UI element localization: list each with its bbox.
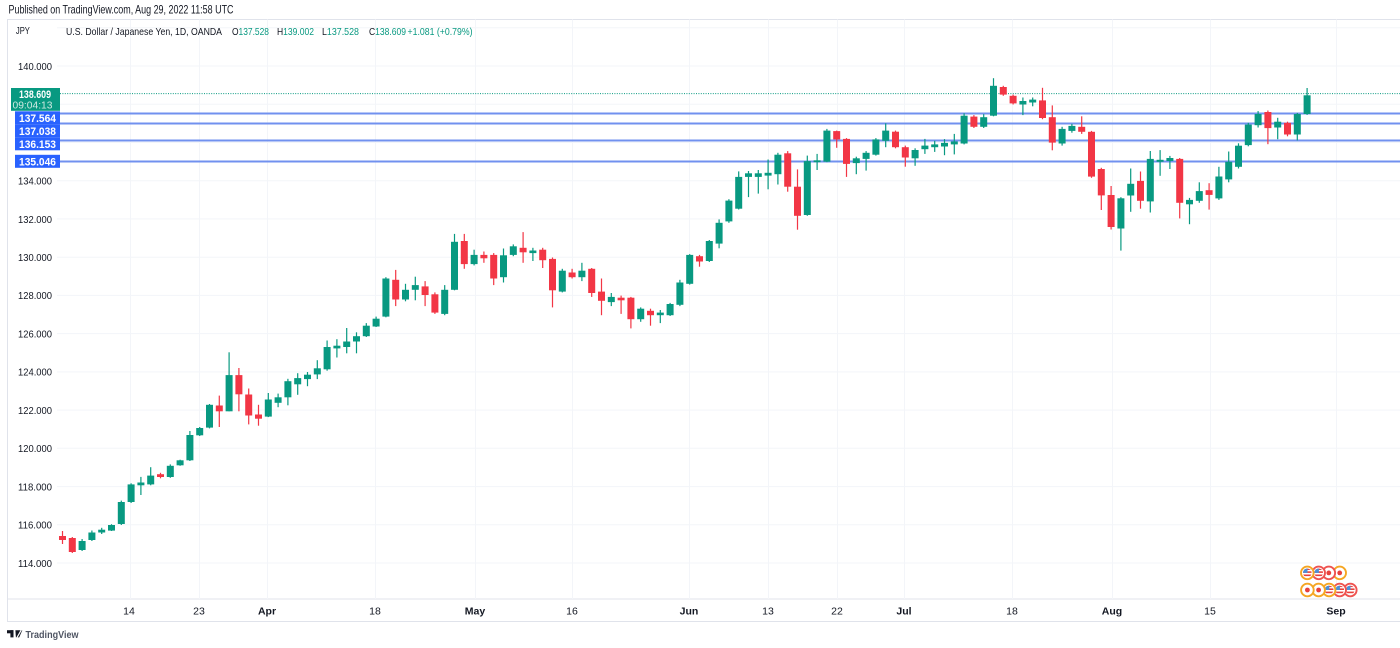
svg-text:136.153: 136.153 [19,139,56,151]
svg-text:Published on TradingView.com,: Published on TradingView.com, Aug 29, 20… [9,3,234,17]
svg-text:Aug: Aug [1102,606,1122,618]
svg-text:135.046: 135.046 [19,156,56,168]
svg-text:126.000: 126.000 [18,329,52,341]
svg-text:116.000: 116.000 [18,520,52,532]
svg-text:18: 18 [1006,606,1018,618]
svg-text:Jun: Jun [680,606,699,618]
svg-text:TradingView: TradingView [26,629,80,641]
svg-text:U.S. Dollar / Japanese Yen, 1D: U.S. Dollar / Japanese Yen, 1D, OANDA [66,26,222,38]
svg-text:May: May [465,606,486,618]
svg-text:09:04:13: 09:04:13 [13,101,53,112]
svg-text:132.000: 132.000 [18,214,52,226]
svg-text:120.000: 120.000 [18,443,52,455]
svg-text:15: 15 [1204,606,1216,618]
svg-text:Apr: Apr [258,606,276,618]
svg-text:13: 13 [762,606,774,618]
svg-text:122.000: 122.000 [18,405,52,417]
svg-text:23: 23 [193,606,205,618]
svg-text:Jul: Jul [896,606,911,618]
svg-text:L137.528: L137.528 [322,26,359,38]
svg-text:22: 22 [831,606,843,618]
svg-text:C138.609: C138.609 [369,26,406,38]
svg-text:114.000: 114.000 [18,558,52,570]
svg-text:H139.002: H139.002 [277,26,314,38]
svg-text:16: 16 [566,606,578,618]
svg-text:O137.528: O137.528 [232,26,269,38]
svg-text:134.000: 134.000 [18,176,52,188]
svg-text:124.000: 124.000 [18,367,52,379]
svg-text:137.038: 137.038 [19,126,56,138]
svg-text:137.564: 137.564 [19,113,57,125]
svg-text:14: 14 [123,606,135,618]
svg-text:118.000: 118.000 [18,481,52,493]
svg-text:JPY: JPY [16,25,30,37]
svg-text:18: 18 [369,606,381,618]
svg-text:130.000: 130.000 [18,252,52,264]
svg-text:138.609: 138.609 [19,89,51,101]
svg-text:+1.081 (+0.79%): +1.081 (+0.79%) [408,26,473,38]
svg-text:128.000: 128.000 [18,290,52,302]
svg-text:140.000: 140.000 [18,61,52,73]
svg-text:Sep: Sep [1326,606,1345,618]
